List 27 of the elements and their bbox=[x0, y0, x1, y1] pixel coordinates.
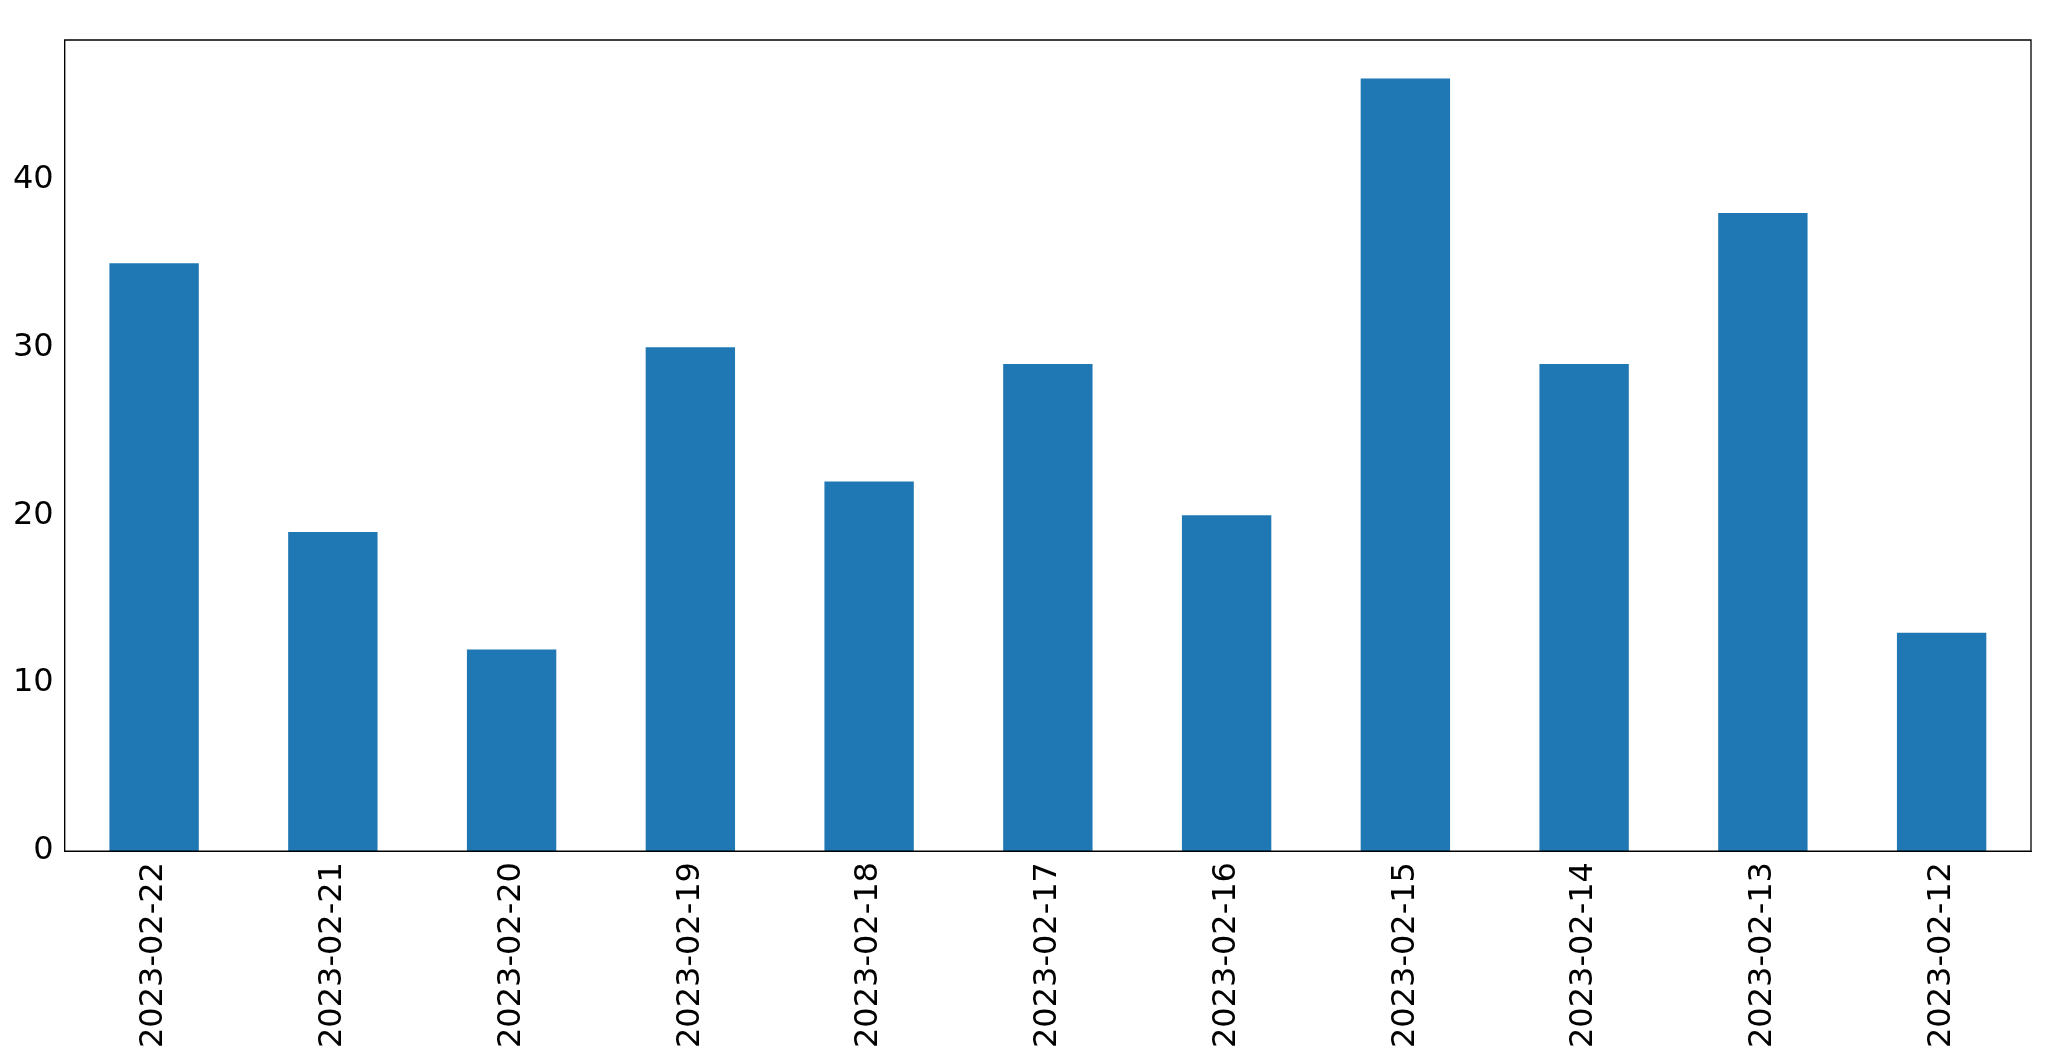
bar bbox=[1896, 632, 1987, 852]
bar bbox=[1003, 364, 1093, 852]
y-tick-label: 0 bbox=[33, 829, 54, 868]
x-tick-label: 2023-02-14 bbox=[1562, 862, 1601, 1048]
x-tick-label: 2023-02-12 bbox=[1919, 862, 1958, 1048]
y-tick-label: 30 bbox=[13, 325, 54, 364]
x-tick-label: 2023-02-15 bbox=[1383, 862, 1422, 1048]
x-tick-label: 2023-02-16 bbox=[1204, 862, 1243, 1048]
bar bbox=[109, 263, 199, 852]
bar bbox=[1360, 78, 1451, 852]
x-tick-label: 2023-02-18 bbox=[847, 862, 886, 1048]
x-tick-label: 2023-02-22 bbox=[132, 862, 171, 1048]
bar bbox=[645, 347, 736, 852]
y-tick-label: 40 bbox=[13, 157, 54, 196]
bar bbox=[1718, 212, 1808, 852]
x-tick-label: 2023-02-17 bbox=[1026, 862, 1065, 1048]
bar bbox=[1181, 515, 1272, 852]
x-tick-label: 2023-02-19 bbox=[668, 862, 707, 1048]
bar bbox=[288, 531, 378, 852]
y-tick-label: 20 bbox=[13, 493, 54, 532]
x-tick-label: 2023-02-13 bbox=[1741, 862, 1780, 1048]
y-tick-label: 10 bbox=[13, 661, 54, 700]
bar bbox=[824, 481, 914, 852]
x-tick-label: 2023-02-21 bbox=[311, 862, 350, 1048]
bar bbox=[466, 649, 557, 852]
x-tick-label: 2023-02-20 bbox=[489, 862, 528, 1048]
bar bbox=[1539, 364, 1629, 852]
